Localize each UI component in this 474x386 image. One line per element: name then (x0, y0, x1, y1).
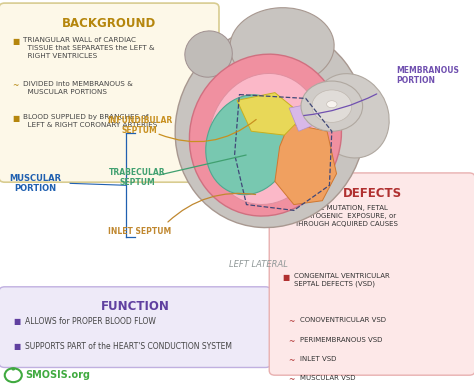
Text: INLET SEPTUM: INLET SEPTUM (108, 227, 172, 236)
Text: PERIMEMBRANOUS VSD: PERIMEMBRANOUS VSD (300, 337, 383, 343)
Text: TRABECULAR
SEPTUM: TRABECULAR SEPTUM (109, 168, 166, 187)
Text: DEFECTS: DEFECTS (343, 187, 401, 200)
Text: ~: ~ (288, 356, 294, 365)
Text: ■: ■ (12, 37, 19, 46)
Text: ~: ~ (288, 317, 294, 326)
Ellipse shape (175, 27, 365, 228)
Text: MUSCULAR VSD: MUSCULAR VSD (300, 375, 356, 381)
Text: INLET VSD: INLET VSD (300, 356, 337, 362)
Text: ■: ■ (283, 205, 290, 214)
Circle shape (301, 81, 363, 131)
Text: ■: ■ (283, 273, 290, 281)
Text: ■: ■ (13, 342, 20, 350)
Text: ■: ■ (12, 114, 19, 123)
Text: SMOSIS.org: SMOSIS.org (25, 370, 90, 380)
Polygon shape (289, 104, 318, 131)
Text: LEFT LATERAL: LEFT LATERAL (229, 260, 288, 269)
Text: ~: ~ (288, 375, 294, 384)
Ellipse shape (185, 31, 232, 77)
Ellipse shape (209, 73, 322, 205)
Polygon shape (237, 93, 303, 135)
Ellipse shape (206, 95, 292, 195)
Ellipse shape (327, 101, 337, 108)
Text: TRIANGULAR WALL of CARDIAC
  TISSUE that SEPARATES the LEFT &
  RIGHT VENTRICLES: TRIANGULAR WALL of CARDIAC TISSUE that S… (23, 37, 155, 59)
Circle shape (312, 90, 352, 122)
Text: GENETIC MUTATION, FETAL
TERATOGENIC  EXPOSURE, or
THROUGH ACQUIRED CAUSES: GENETIC MUTATION, FETAL TERATOGENIC EXPO… (294, 205, 398, 227)
Text: FUNCTION: FUNCTION (100, 300, 170, 313)
Polygon shape (275, 124, 337, 205)
Ellipse shape (190, 54, 341, 216)
Ellipse shape (312, 74, 389, 158)
FancyBboxPatch shape (0, 3, 219, 182)
Text: BLOOD SUPPLIED by BRANCHES of
  LEFT & RIGHT CORONARY ARTERIES: BLOOD SUPPLIED by BRANCHES of LEFT & RIG… (23, 114, 157, 128)
Text: INFUNDIBULAR
SEPTUM: INFUNDIBULAR SEPTUM (107, 116, 173, 135)
Text: CONGENITAL VENTRICULAR
SEPTAL DEFECTS (VSD): CONGENITAL VENTRICULAR SEPTAL DEFECTS (V… (294, 273, 390, 287)
FancyBboxPatch shape (0, 287, 271, 367)
FancyBboxPatch shape (269, 173, 474, 375)
Ellipse shape (230, 8, 334, 85)
Circle shape (11, 367, 15, 371)
Text: MEMBRANOUS
PORTION: MEMBRANOUS PORTION (396, 66, 459, 85)
Text: BACKGROUND: BACKGROUND (62, 17, 156, 30)
Text: SUPPORTS PART of the HEART'S CONDUCTION SYSTEM: SUPPORTS PART of the HEART'S CONDUCTION … (25, 342, 232, 350)
Text: ~: ~ (12, 81, 18, 90)
Text: MUSCULAR
PORTION: MUSCULAR PORTION (9, 174, 62, 193)
Text: CONOVENTRICULAR VSD: CONOVENTRICULAR VSD (300, 317, 386, 323)
Text: DIVIDED into MEMBRANOUS &
  MUSCULAR PORTIONS: DIVIDED into MEMBRANOUS & MUSCULAR PORTI… (23, 81, 133, 95)
Text: ALLOWS for PROPER BLOOD FLOW: ALLOWS for PROPER BLOOD FLOW (25, 317, 155, 325)
Text: ■: ■ (13, 317, 20, 325)
Text: ~: ~ (288, 337, 294, 345)
